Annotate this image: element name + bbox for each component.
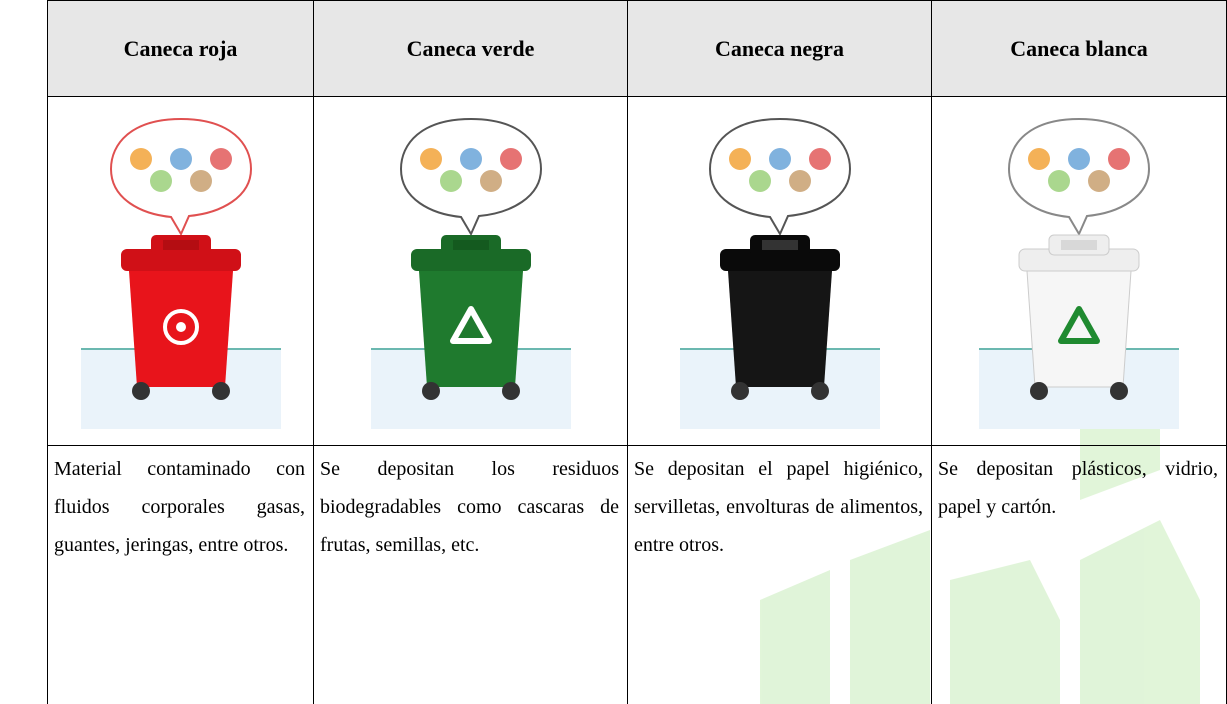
waste-item bbox=[748, 169, 771, 192]
wheel bbox=[211, 381, 230, 400]
waste-item bbox=[1088, 169, 1110, 192]
description: Se depositan los residuos biodegradables… bbox=[320, 458, 619, 556]
waste-item bbox=[149, 169, 172, 192]
biohazard-symbol bbox=[175, 321, 186, 332]
speech-bubble bbox=[109, 117, 252, 236]
header-cell: Caneca blanca bbox=[931, 0, 1227, 97]
bin-lid bbox=[410, 248, 531, 271]
wheel bbox=[501, 381, 520, 400]
waste-item bbox=[1108, 147, 1130, 170]
description-cell: Material contaminado con fluidos corpora… bbox=[47, 445, 314, 704]
description-cell: Se depositan plásticos, vidrio, papel y … bbox=[931, 445, 1227, 704]
wheel bbox=[730, 381, 749, 400]
description-row: Material contaminado con fluidos corpora… bbox=[47, 445, 1227, 704]
bin-lid bbox=[719, 248, 840, 271]
bin-slot bbox=[1061, 239, 1097, 250]
bin-slot bbox=[452, 239, 489, 250]
wheel bbox=[1110, 381, 1128, 400]
waste-item bbox=[209, 147, 232, 170]
recycle-symbol bbox=[1058, 305, 1100, 344]
bin-lid bbox=[120, 248, 241, 271]
description: Se depositan plásticos, vidrio, papel y … bbox=[938, 458, 1218, 518]
bin-illustration bbox=[659, 117, 900, 429]
header-cell: Caneca verde bbox=[313, 0, 628, 97]
bin-body bbox=[727, 270, 832, 387]
description: Se depositan el papel higiénico, servill… bbox=[634, 458, 923, 556]
waste-item bbox=[419, 147, 442, 170]
description-cell: Se depositan el papel higiénico, servill… bbox=[627, 445, 932, 704]
image-cell bbox=[47, 96, 314, 446]
bin-illustration bbox=[350, 117, 591, 429]
bin-slot bbox=[761, 239, 798, 250]
description: Material contaminado con fluidos corpora… bbox=[54, 458, 305, 556]
waste-item bbox=[439, 169, 462, 192]
header-cell: Caneca roja bbox=[47, 0, 314, 97]
image-cell bbox=[313, 96, 628, 446]
speech-bubble bbox=[708, 117, 851, 236]
waste-item bbox=[169, 147, 192, 170]
bin-body bbox=[1026, 270, 1132, 387]
description-cell: Se depositan los residuos biodegradables… bbox=[313, 445, 628, 704]
biohazard-symbol bbox=[162, 308, 199, 345]
wheel bbox=[1030, 381, 1048, 400]
bin-slot bbox=[162, 239, 199, 250]
wheel bbox=[131, 381, 150, 400]
recycle-symbol bbox=[449, 305, 492, 344]
wheel bbox=[810, 381, 829, 400]
wheel bbox=[421, 381, 440, 400]
bin-body bbox=[418, 270, 523, 387]
waste-item bbox=[1048, 169, 1070, 192]
speech-bubble bbox=[1007, 117, 1151, 236]
waste-item bbox=[479, 169, 502, 192]
bin-illustration bbox=[60, 117, 301, 429]
waste-item bbox=[499, 147, 522, 170]
waste-item bbox=[768, 147, 791, 170]
waste-item bbox=[1028, 147, 1050, 170]
waste-item bbox=[129, 147, 152, 170]
waste-item bbox=[189, 169, 212, 192]
waste-item bbox=[788, 169, 811, 192]
waste-item bbox=[728, 147, 751, 170]
header-cell: Caneca negra bbox=[627, 0, 932, 97]
waste-item bbox=[808, 147, 831, 170]
bins-table: Caneca roja Caneca verde Caneca negra Ca… bbox=[47, 0, 1227, 704]
bin-illustration bbox=[959, 117, 1199, 429]
waste-item bbox=[459, 147, 482, 170]
image-cell bbox=[627, 96, 932, 446]
header-row: Caneca roja Caneca verde Caneca negra Ca… bbox=[47, 0, 1227, 97]
waste-item bbox=[1068, 147, 1090, 170]
speech-bubble bbox=[399, 117, 542, 236]
image-cell bbox=[931, 96, 1227, 446]
image-row bbox=[47, 96, 1227, 446]
